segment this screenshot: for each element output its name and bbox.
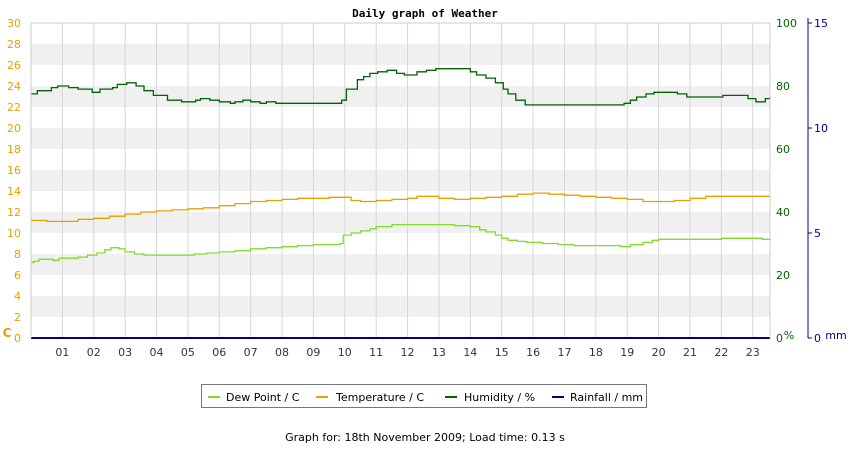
- grid-band: [31, 254, 770, 275]
- humidity-tick-label: 0: [776, 332, 783, 345]
- left-tick-label: 18: [7, 143, 21, 156]
- vertical-gridlines: [61, 23, 754, 338]
- legend-label-dew-point: Dew Point / C: [226, 391, 300, 404]
- grid-band: [31, 212, 770, 233]
- left-tick-label: 10: [7, 227, 21, 240]
- rain-tick-label: 10: [814, 122, 828, 135]
- x-tick-label: 18: [589, 346, 603, 359]
- grid-band: [31, 44, 770, 65]
- left-tick-label: 16: [7, 164, 21, 177]
- plot-frame: [30, 22, 771, 338]
- x-tick-label: 20: [652, 346, 666, 359]
- grid-band: [31, 107, 770, 128]
- grid-band: [31, 296, 770, 317]
- legend-label-temperature: Temperature / C: [335, 391, 424, 404]
- left-tick-label: 2: [14, 311, 21, 324]
- x-tick-label: 08: [275, 346, 289, 359]
- humidity-tick-label: 100: [776, 17, 797, 30]
- x-tick-label: 21: [683, 346, 697, 359]
- series-layer: [31, 68, 771, 339]
- left-tick-label: 6: [14, 269, 21, 282]
- grid-band: [31, 317, 770, 338]
- grid-band: [31, 149, 770, 170]
- left-tick-label: 22: [7, 101, 21, 114]
- rain-tick-label: 15: [814, 17, 828, 30]
- humidity-axis-ticks: 0 20 40 60 80 100: [776, 17, 797, 345]
- grid-band: [31, 275, 770, 296]
- legend-label-humidity: Humidity / %: [464, 391, 535, 404]
- humidity-axis-unit: %: [784, 329, 794, 342]
- grid-bands: [31, 23, 770, 338]
- grid-band: [31, 65, 770, 86]
- grid-band: [31, 128, 770, 149]
- left-tick-label: 28: [7, 38, 21, 51]
- x-axis-ticks: 01 02 03 04 05 06 07 08 09 10 11 12 13 14 15 16 17 18 19 20…: [55, 346, 759, 359]
- x-tick-label: 03: [118, 346, 132, 359]
- series-line-temperature: [31, 192, 770, 223]
- footer-status: Graph for: 18th November 2009; Load time…: [285, 431, 565, 444]
- x-tick-label: 06: [212, 346, 226, 359]
- humidity-tick-label: 80: [776, 80, 790, 93]
- x-tick-label: 13: [432, 346, 446, 359]
- x-tick-label: 11: [369, 346, 383, 359]
- left-tick-label: 12: [7, 206, 21, 219]
- x-tick-label: 16: [526, 346, 540, 359]
- humidity-tick-label: 40: [776, 206, 790, 219]
- grid-band: [31, 23, 770, 44]
- left-tick-label: 26: [7, 59, 21, 72]
- x-tick-label: 17: [557, 346, 571, 359]
- humidity-tick-label: 60: [776, 143, 790, 156]
- left-tick-label: 0: [14, 332, 21, 345]
- chart-title: Daily graph of Weather: [352, 7, 498, 20]
- x-tick-label: 14: [463, 346, 477, 359]
- grid-band: [31, 170, 770, 191]
- x-tick-label: 01: [55, 346, 69, 359]
- rain-tick-label: 0: [814, 332, 821, 345]
- grid-band: [31, 233, 770, 254]
- series-line-humidity: [31, 68, 771, 106]
- x-tick-label: 19: [620, 346, 634, 359]
- rain-tick-label: 5: [814, 227, 821, 240]
- left-axis-unit: C: [3, 326, 12, 340]
- left-tick-label: 20: [7, 122, 21, 135]
- x-tick-label: 04: [150, 346, 164, 359]
- left-tick-label: 4: [14, 290, 21, 303]
- left-tick-label: 24: [7, 80, 21, 93]
- x-tick-label: 02: [87, 346, 101, 359]
- series-line-dew-point: [31, 223, 771, 264]
- rain-axis-unit: mm: [825, 329, 846, 342]
- x-tick-label: 12: [401, 346, 415, 359]
- legend-label-rainfall: Rainfall / mm: [570, 391, 643, 404]
- legend-items: Dew Point / C Temperature / C Humidity /…: [208, 391, 643, 404]
- x-tick-label: 05: [181, 346, 195, 359]
- left-tick-label: 30: [7, 17, 21, 30]
- legend: Dew Point / C Temperature / C Humidity /…: [201, 384, 647, 408]
- left-tick-label: 8: [14, 248, 21, 261]
- x-tick-label: 07: [244, 346, 258, 359]
- x-tick-label: 10: [338, 346, 352, 359]
- humidity-tick-label: 20: [776, 269, 790, 282]
- x-tick-label: 22: [714, 346, 728, 359]
- rain-axis-ticks: 0 5 10 15: [807, 17, 828, 345]
- x-tick-label: 09: [306, 346, 320, 359]
- grid-band: [31, 86, 770, 107]
- left-tick-label: 14: [7, 185, 21, 198]
- x-tick-label: 15: [495, 346, 509, 359]
- x-tick-label: 23: [746, 346, 760, 359]
